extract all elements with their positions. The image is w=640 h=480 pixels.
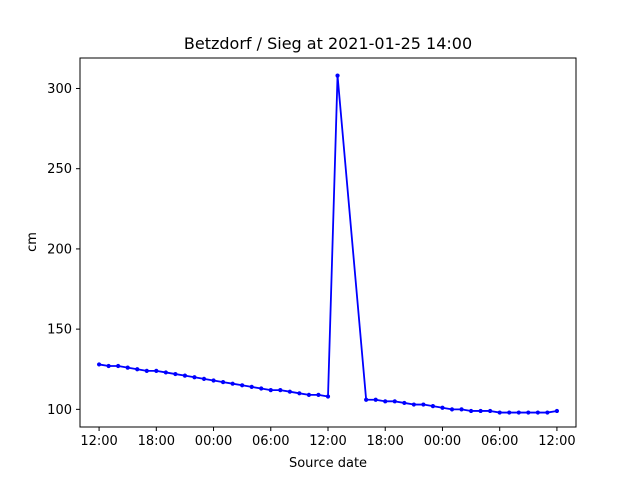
data-point	[440, 405, 445, 410]
x-tick-label: 06:00	[252, 434, 289, 449]
series-layer	[96, 73, 560, 415]
y-tick-label: 150	[47, 323, 72, 338]
data-point	[507, 410, 512, 415]
data-point	[325, 394, 331, 399]
data-point	[421, 402, 426, 407]
x-tick-label: 12:00	[309, 434, 346, 449]
data-point	[287, 389, 292, 394]
data-point	[144, 368, 149, 373]
x-tick-label: 12:00	[80, 434, 117, 449]
y-axis-label: cm	[25, 232, 40, 252]
data-point	[478, 408, 483, 414]
data-point	[240, 383, 245, 388]
data-point	[392, 399, 397, 404]
data-point	[316, 392, 321, 398]
data-point	[211, 378, 216, 383]
data-point	[220, 379, 226, 385]
data-point	[96, 362, 102, 367]
data-point	[430, 404, 436, 409]
y-axis: 100 150 200 250 300	[47, 82, 80, 418]
data-point	[306, 392, 312, 398]
data-point	[449, 407, 455, 412]
y-tick-label: 250	[47, 162, 72, 177]
data-point	[411, 402, 416, 407]
data-point	[201, 376, 207, 381]
data-point	[364, 397, 369, 402]
data-point	[335, 73, 340, 78]
series-line	[98, 74, 558, 414]
data-point	[545, 410, 550, 415]
x-tick-label: 00:00	[424, 434, 461, 449]
data-point	[268, 388, 273, 393]
x-tick-label: 12:00	[538, 434, 575, 449]
y-tick-label: 200	[47, 242, 72, 257]
chart-title: Betzdorf / Sieg at 2021-01-25 14:00	[184, 34, 472, 53]
y-tick-label: 100	[47, 403, 72, 418]
x-tick-label: 18:00	[138, 434, 175, 449]
x-tick-label: 00:00	[195, 434, 232, 449]
data-point	[116, 363, 121, 369]
x-axis: 12:00 18:00 00:00 06:00 12:00 18:00 00:00 06:00…	[80, 427, 576, 449]
data-point	[249, 384, 254, 389]
y-tick-label: 300	[47, 82, 72, 97]
data-point	[192, 375, 197, 380]
x-axis-label: Source date	[289, 456, 367, 471]
data-point	[182, 373, 188, 378]
data-point	[383, 399, 388, 404]
data-point	[488, 408, 493, 414]
data-point	[468, 408, 474, 414]
data-point	[163, 370, 168, 375]
data-point	[173, 371, 178, 377]
data-point	[259, 386, 264, 391]
data-point	[125, 365, 130, 370]
data-point	[135, 367, 140, 372]
data-point	[373, 397, 378, 402]
data-point	[402, 400, 407, 406]
data-point	[230, 381, 235, 386]
data-point	[297, 391, 302, 396]
data-point	[154, 368, 159, 373]
data-point	[554, 408, 560, 414]
data-point	[459, 407, 464, 412]
data-point	[278, 388, 283, 393]
data-point	[526, 410, 531, 415]
x-tick-label: 06:00	[481, 434, 518, 449]
data-point	[497, 410, 502, 415]
data-point	[535, 410, 540, 415]
data-point	[516, 410, 521, 415]
data-point	[106, 363, 111, 369]
x-tick-label: 18:00	[366, 434, 403, 449]
